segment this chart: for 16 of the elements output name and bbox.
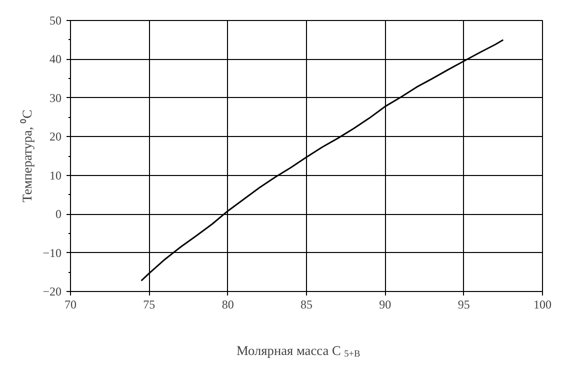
y-tick-label: 0	[56, 207, 62, 222]
y-tick-label: −10	[42, 246, 62, 260]
x-tick-label: 90	[379, 298, 392, 312]
x-tick-label: 70	[64, 298, 76, 312]
x-tick-label: 100	[534, 298, 552, 312]
y-tick-label: 40	[50, 52, 62, 66]
x-tick-label: 80	[222, 298, 234, 312]
x-tick-label: 75	[143, 298, 156, 312]
x-tick-label: 85	[300, 298, 312, 312]
y-tick-label: −20	[42, 284, 62, 298]
y-tick-label: 30	[50, 90, 62, 105]
y-axis-title: Температура, ⁰С	[20, 110, 35, 202]
x-tick-label: 95	[458, 298, 470, 312]
y-tick-label: 10	[50, 168, 62, 182]
y-tick-label: 20	[50, 130, 62, 144]
y-tick-label: 50	[50, 14, 62, 28]
